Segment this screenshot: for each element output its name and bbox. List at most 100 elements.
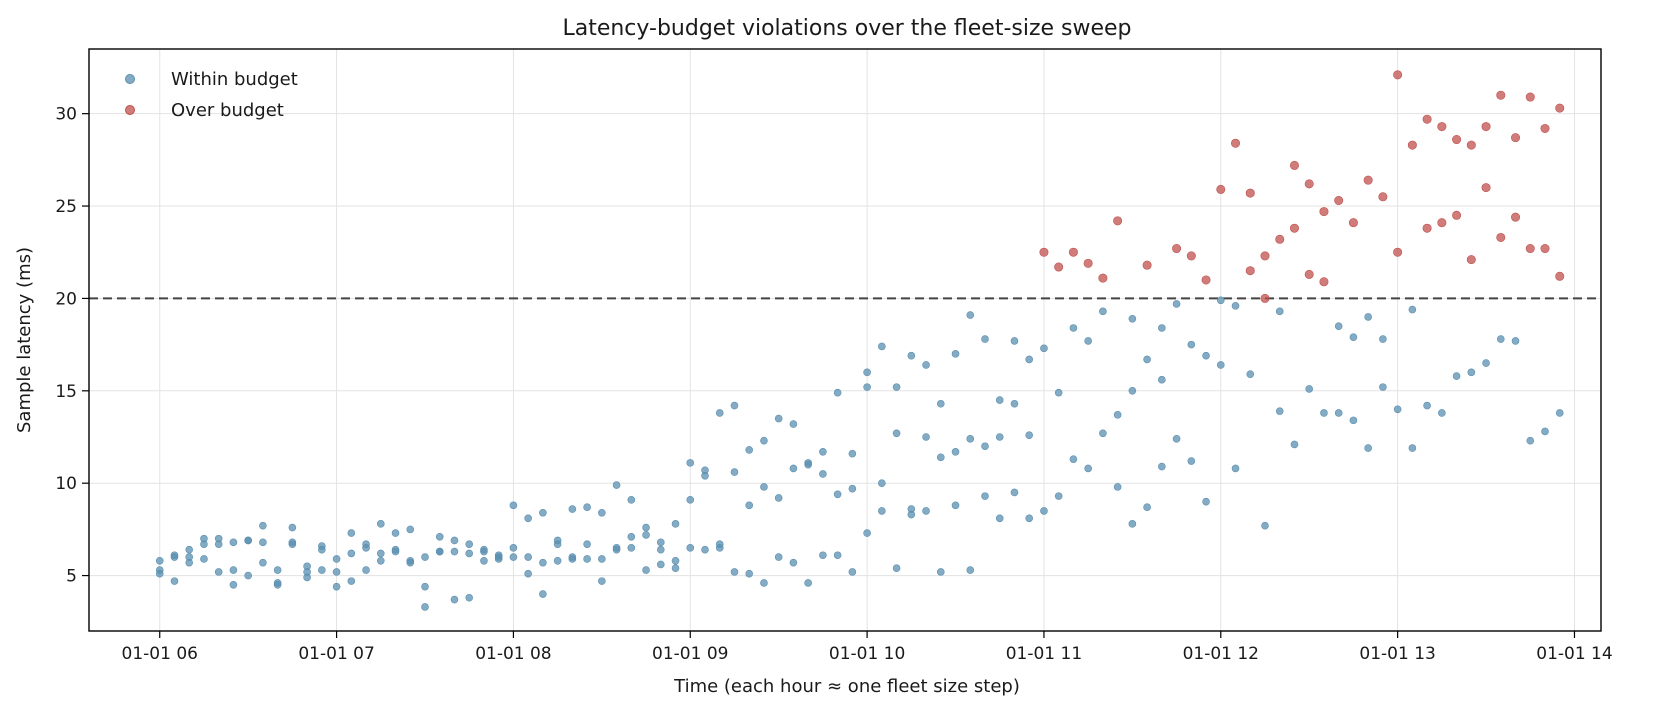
within-budget-point	[1158, 462, 1166, 471]
within-budget-point	[1010, 337, 1019, 345]
within-budget-point	[1423, 401, 1431, 410]
legend-label-over-budget: Over budget	[171, 100, 284, 121]
within-budget-point	[155, 556, 164, 565]
within-budget-point	[892, 429, 901, 438]
within-budget-point	[1158, 324, 1166, 332]
within-budget-point	[819, 470, 827, 478]
within-budget-point	[568, 553, 577, 561]
within-budget-point	[273, 581, 282, 589]
over-budget-point	[1555, 103, 1565, 113]
within-budget-point	[185, 553, 194, 561]
within-budget-point	[951, 501, 960, 510]
over-budget-point	[1378, 192, 1388, 202]
within-budget-point	[1408, 444, 1417, 452]
over-budget-point	[1304, 179, 1314, 189]
within-budget-point	[966, 566, 975, 574]
within-budget-point	[966, 435, 975, 443]
within-budget-point	[936, 399, 945, 408]
legend: Within budget Over budget	[125, 69, 298, 121]
within-budget-point	[1496, 335, 1505, 343]
within-budget-point	[1172, 435, 1181, 443]
within-budget-point	[863, 368, 871, 377]
over-budget-point	[1496, 90, 1506, 100]
over-budget-point	[1231, 138, 1241, 148]
over-budget-point	[1348, 218, 1358, 228]
within-budget-point	[583, 555, 591, 563]
within-budget-point	[656, 545, 665, 554]
within-budget-point	[1128, 387, 1137, 395]
over-budget-point	[1113, 216, 1123, 226]
x-axis-ticks: 01-01 06 01-01 07 01-01 08 01-01 09 01-01 10…	[122, 631, 1613, 664]
within-budget-point	[1202, 497, 1210, 506]
within-budget-point	[1482, 359, 1490, 367]
over-budget-point	[1393, 247, 1403, 257]
within-budget-point	[1099, 307, 1107, 316]
within-budget-point	[229, 538, 238, 547]
within-budget-point	[200, 555, 208, 563]
over-budget-point	[1289, 223, 1299, 233]
y-axis-ticks: 5 10 15 20 25 30	[55, 105, 89, 587]
within-budget-point	[1452, 372, 1461, 380]
within-budget-point	[524, 514, 532, 523]
within-budget-point	[1143, 503, 1151, 512]
within-budget-point	[185, 545, 194, 554]
within-budget-point	[347, 529, 356, 537]
within-budget-point	[598, 555, 606, 563]
within-budget-point	[332, 568, 341, 576]
within-budget-point	[318, 545, 326, 554]
within-budget-point	[362, 544, 370, 552]
within-budget-point	[878, 342, 886, 351]
over-budget-point	[1540, 123, 1550, 133]
within-budget-point	[450, 536, 459, 545]
within-budget-point	[1393, 405, 1402, 414]
within-budget-point	[347, 577, 356, 585]
within-budget-point	[539, 590, 547, 598]
over-budget-point	[1525, 244, 1535, 254]
within-budget-point	[907, 505, 916, 513]
within-budget-point	[1010, 488, 1019, 497]
within-budget-point	[612, 544, 621, 552]
over-budget-point	[1496, 232, 1506, 242]
within-budget-point	[509, 501, 518, 510]
within-budget-point	[376, 520, 385, 528]
within-budget-point	[1172, 300, 1181, 308]
within-budget-point	[1467, 368, 1476, 377]
within-budget-point	[200, 540, 208, 548]
within-budget-point	[878, 479, 886, 487]
within-budget-point	[951, 350, 960, 358]
within-budget-point	[1334, 322, 1343, 330]
within-budget-point	[819, 447, 827, 456]
within-budget-point	[524, 569, 532, 578]
over-budget-point	[1098, 273, 1108, 283]
within-budget-point	[627, 532, 636, 541]
x-tick-label: 01-01 07	[298, 644, 374, 664]
within-budget-point	[760, 436, 768, 445]
within-budget-point	[332, 582, 341, 591]
within-budget-point	[1040, 507, 1048, 515]
within-budget-point	[1040, 344, 1048, 353]
within-budget-point	[642, 566, 650, 574]
within-budget-point	[671, 564, 680, 572]
within-budget-point	[671, 520, 680, 528]
over-budget-point	[1481, 183, 1491, 193]
within-budget-point	[1231, 464, 1240, 473]
within-budget-point	[1216, 296, 1225, 305]
within-budget-point	[1113, 411, 1122, 419]
within-budget-point	[833, 490, 842, 499]
over-budget-point	[1304, 269, 1314, 279]
within-budget-point	[229, 581, 238, 589]
within-budget-point	[907, 351, 916, 360]
within-budget-point	[1025, 431, 1034, 439]
y-tick-label: 5	[66, 567, 77, 587]
within-budget-point	[1364, 444, 1372, 452]
within-budget-point	[1202, 351, 1210, 360]
within-budget-point	[1275, 407, 1284, 415]
over-budget-point	[1083, 258, 1093, 268]
within-budget-point	[598, 508, 606, 517]
over-budget-point	[1422, 223, 1432, 233]
within-budget-point	[656, 560, 665, 569]
within-budget-point	[259, 558, 267, 567]
within-budget-point	[995, 433, 1004, 441]
within-budget-point	[1541, 427, 1549, 436]
within-budget-point	[1158, 375, 1166, 384]
